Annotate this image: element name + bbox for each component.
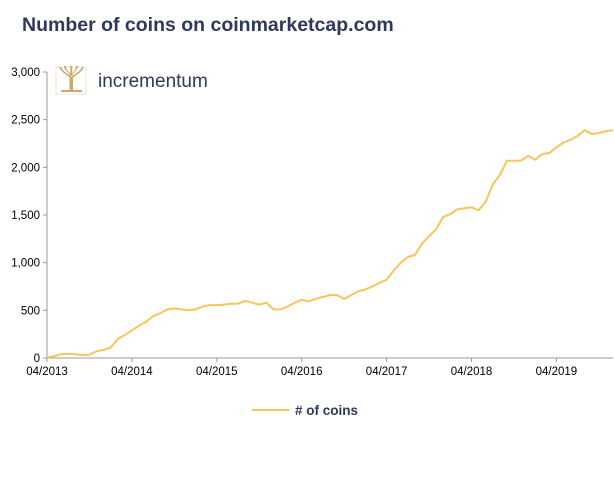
y-tick-label: 2,500 <box>11 115 40 127</box>
x-tick-label: 04/2017 <box>366 366 408 378</box>
x-tick-label: 04/2018 <box>451 366 493 378</box>
x-tick-label: 04/2016 <box>281 366 323 378</box>
y-ticks: 0 500 1,000 1,500 2,000 2,500 3,000 <box>11 67 47 365</box>
chart-title: Number of coins on coinmarketcap.com <box>22 14 394 36</box>
series-layer <box>46 129 614 359</box>
y-tick-label: 0 <box>34 353 40 365</box>
x-tick-label: 04/2013 <box>26 366 68 378</box>
y-tick-label: 1,500 <box>11 210 40 222</box>
axes <box>46 72 613 359</box>
x-tick-label: 04/2019 <box>536 366 578 378</box>
y-tick-label: 500 <box>21 305 40 317</box>
tree-icon <box>55 66 87 95</box>
logo-text: incrementum <box>98 71 208 92</box>
logo: incrementum <box>55 66 208 95</box>
series-line-coins <box>46 129 614 359</box>
y-tick-label: 1,000 <box>11 258 40 270</box>
legend: # of coins <box>252 403 358 418</box>
legend-label: # of coins <box>295 403 358 418</box>
x-tick-label: 04/2014 <box>111 366 153 378</box>
x-ticks: 04/2013 04/2014 04/2015 04/2016 04/2017 04/20… <box>26 358 577 378</box>
y-tick-label: 3,000 <box>11 67 40 79</box>
y-tick-label: 2,000 <box>11 162 40 174</box>
x-tick-label: 04/2015 <box>196 366 238 378</box>
